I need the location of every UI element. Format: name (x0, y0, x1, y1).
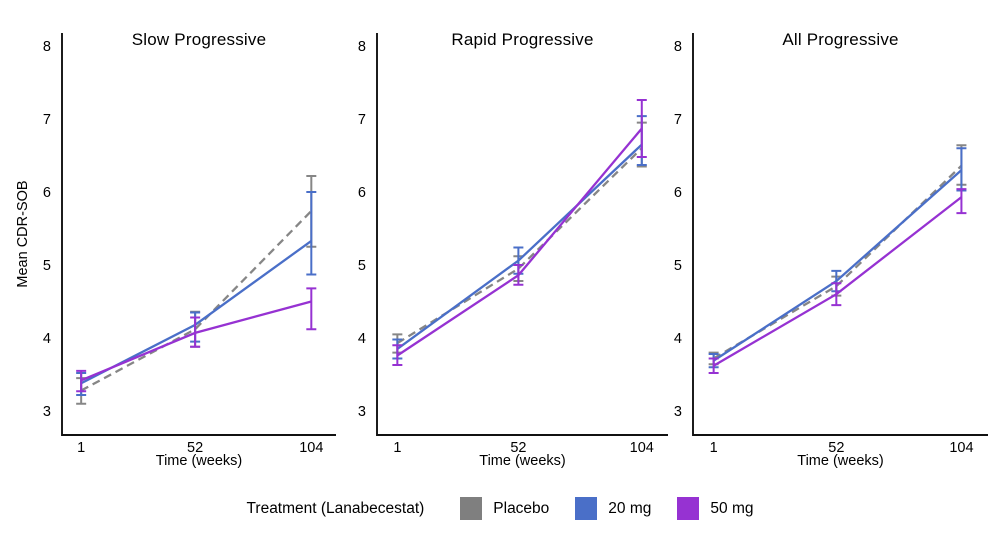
series-line (396, 147, 643, 345)
error-bar (956, 188, 967, 215)
legend-label: 50 mg (710, 499, 754, 517)
x-axis-title-panel-3: Time (weeks) (797, 453, 884, 469)
series-line (713, 164, 963, 360)
panel-title-all-progressive: All Progressive (782, 30, 899, 49)
y-tick-label: 8 (674, 39, 682, 55)
series-line (713, 169, 963, 362)
error-bar (306, 191, 317, 276)
x-tick-label: 52 (187, 440, 203, 456)
y-tick-label: 8 (358, 39, 366, 55)
y-tick-label: 3 (43, 404, 51, 420)
y-tick-label: 7 (358, 112, 366, 128)
series-line (80, 210, 313, 392)
x-axis-title-panel-1: Time (weeks) (155, 453, 243, 469)
series-placebo-panel-2 (392, 121, 647, 354)
axes-panel-1 (61, 33, 336, 436)
x-tick-label: 104 (630, 440, 654, 456)
series-50-mg-panel-2 (392, 99, 647, 367)
series-placebo-panel-3 (708, 144, 967, 366)
legend-label: Placebo (493, 499, 550, 517)
series-50-mg-panel-1 (76, 287, 317, 393)
x-tick-label: 104 (299, 440, 323, 456)
series-20-mg-panel-1 (76, 191, 317, 396)
legend-item-50-mg: 50 mg (677, 497, 753, 520)
series-placebo-panel-1 (76, 174, 317, 405)
y-tick-label: 3 (674, 404, 682, 420)
legend-item-placebo: Placebo (460, 497, 549, 520)
error-bar (76, 369, 87, 393)
y-tick-label: 4 (674, 331, 682, 347)
legend: Treatment (Lanabecestat) Placebo 20 mg 50 … (0, 497, 1000, 520)
axes-panel-3 (692, 33, 988, 436)
y-tick-label: 6 (674, 185, 682, 201)
legend-item-20-mg: 20 mg (575, 497, 651, 520)
axes-panel-2 (376, 33, 668, 436)
series-line (396, 127, 643, 357)
y-tick-label: 3 (358, 404, 366, 420)
x-tick-label: 1 (393, 440, 401, 456)
legend-swatch-20-mg (575, 497, 598, 520)
y-tick-label: 5 (43, 258, 51, 274)
x-tick-label: 52 (828, 440, 844, 456)
series-line (396, 143, 643, 350)
y-tick-label: 7 (674, 112, 682, 128)
error-bar (636, 99, 647, 158)
legend-swatch-placebo (460, 497, 483, 520)
x-tick-label: 52 (510, 440, 526, 456)
x-tick-label: 104 (949, 440, 973, 456)
legend-label: 20 mg (608, 499, 652, 517)
error-bar (306, 287, 317, 331)
x-tick-label: 1 (77, 440, 85, 456)
y-tick-label: 7 (43, 112, 51, 128)
y-tick-label: 5 (358, 258, 366, 274)
y-tick-label: 8 (43, 39, 51, 55)
x-tick-label: 1 (710, 440, 718, 456)
legend-title: Treatment (Lanabecestat) (246, 499, 425, 517)
x-axis-title-panel-2: Time (weeks) (479, 453, 566, 469)
panel-title-rapid-progressive: Rapid Progressive (451, 30, 594, 49)
legend-swatch-50-mg (677, 497, 700, 520)
series-line (713, 196, 963, 367)
y-tick-label: 6 (43, 185, 51, 201)
y-tick-label: 4 (358, 331, 366, 347)
y-tick-label: 6 (358, 185, 366, 201)
y-tick-label: 4 (43, 331, 51, 347)
y-tick-label: 5 (674, 258, 682, 274)
series-line (80, 300, 312, 382)
panel-title-slow-progressive: Slow Progressive (131, 30, 267, 49)
series-20-mg-panel-3 (708, 147, 967, 369)
series-50-mg-panel-3 (708, 188, 967, 375)
y-axis-title: Mean CDR-SOB (15, 180, 31, 288)
